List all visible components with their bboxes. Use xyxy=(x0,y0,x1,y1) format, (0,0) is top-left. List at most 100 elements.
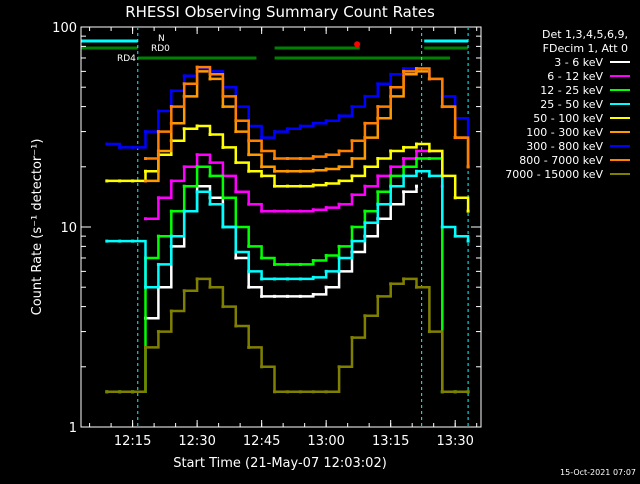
data-point xyxy=(182,82,186,86)
data-point xyxy=(182,165,186,169)
data-point xyxy=(182,209,186,213)
data-point xyxy=(144,157,148,161)
data-point xyxy=(234,250,238,254)
data-point xyxy=(105,179,109,183)
data-point xyxy=(414,157,418,161)
data-point xyxy=(376,105,380,109)
data-point xyxy=(376,294,380,298)
data-point xyxy=(324,182,328,186)
data-point xyxy=(234,256,238,260)
data-point xyxy=(298,157,302,161)
series-line xyxy=(145,184,418,320)
data-point xyxy=(247,285,251,289)
data-point xyxy=(311,183,315,187)
data-point xyxy=(363,94,367,98)
data-point xyxy=(260,174,264,178)
data-point xyxy=(298,262,302,266)
data-point xyxy=(221,94,225,98)
data-point xyxy=(208,161,212,165)
data-point xyxy=(182,184,186,188)
data-point xyxy=(131,179,135,183)
data-point xyxy=(169,89,173,93)
y-axis: 1 10 100 xyxy=(52,21,481,436)
data-point xyxy=(195,277,199,281)
data-point xyxy=(324,269,328,273)
data-point xyxy=(350,193,354,197)
data-point xyxy=(169,234,173,238)
x-tick-label: 13:15 xyxy=(372,434,409,449)
data-point xyxy=(427,149,431,153)
data-point xyxy=(247,244,251,248)
chart-title: RHESSI Observing Summary Count Rates xyxy=(125,3,435,21)
x-tick-label: 13:00 xyxy=(307,434,344,449)
data-point xyxy=(402,157,406,161)
data-point xyxy=(208,174,212,178)
data-point xyxy=(466,209,470,213)
data-point xyxy=(389,149,393,153)
data-point xyxy=(195,124,199,128)
data-point xyxy=(389,174,393,178)
data-point xyxy=(260,136,264,140)
y-axis-label: Count Rate (s⁻¹ detector⁻¹) xyxy=(30,139,45,316)
data-point xyxy=(221,305,225,309)
data-point xyxy=(169,105,173,109)
data-point xyxy=(350,336,354,340)
data-point xyxy=(363,165,367,169)
data-point xyxy=(118,179,122,183)
data-point xyxy=(208,133,212,137)
data-point xyxy=(118,239,122,243)
data-point xyxy=(298,169,302,173)
data-point xyxy=(234,324,238,328)
data-point xyxy=(247,269,251,273)
data-point xyxy=(273,169,277,173)
data-point xyxy=(324,254,328,258)
data-point xyxy=(221,105,225,109)
data-point xyxy=(182,127,186,131)
data-point xyxy=(285,294,289,298)
legend-label: 7000 - 15000 keV xyxy=(505,168,603,181)
data-point xyxy=(208,77,212,81)
data-point xyxy=(466,165,470,169)
data-point xyxy=(144,179,148,183)
data-point xyxy=(208,202,212,206)
data-point xyxy=(285,157,289,161)
data-point xyxy=(195,153,199,157)
data-point xyxy=(131,145,135,149)
data-point xyxy=(156,330,160,334)
series-line xyxy=(106,169,470,289)
data-point xyxy=(298,390,302,394)
data-point xyxy=(247,202,251,206)
data-point xyxy=(389,165,393,169)
data-point xyxy=(260,209,264,213)
data-point xyxy=(311,390,315,394)
data-point xyxy=(311,155,315,159)
series-layer xyxy=(105,28,470,426)
data-point xyxy=(376,157,380,161)
data-point xyxy=(182,289,186,293)
data-point xyxy=(221,225,225,229)
plot-frame xyxy=(80,26,482,428)
data-point xyxy=(298,124,302,128)
data-point xyxy=(298,184,302,188)
data-point xyxy=(247,169,251,173)
data-point xyxy=(414,149,418,153)
x-axis: 12:15 12:30 12:45 13:00 13:15 13:30 xyxy=(89,27,478,449)
data-point xyxy=(144,217,148,221)
data-point xyxy=(427,77,431,81)
data-point xyxy=(273,184,277,188)
data-point xyxy=(311,208,315,212)
data-point xyxy=(414,67,418,71)
data-point xyxy=(118,390,122,394)
data-point xyxy=(156,262,160,266)
data-point xyxy=(221,196,225,200)
data-point xyxy=(156,130,160,134)
data-point xyxy=(350,239,354,243)
flag-label: RD0 xyxy=(151,44,170,54)
data-point xyxy=(402,145,406,149)
data-point xyxy=(337,202,341,206)
data-point xyxy=(324,390,328,394)
data-point xyxy=(414,169,418,173)
